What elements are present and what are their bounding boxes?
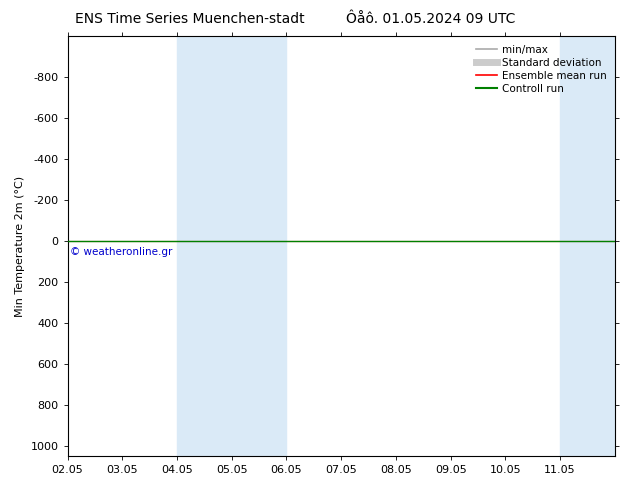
Text: Ôåô. 01.05.2024 09 UTC: Ôåô. 01.05.2024 09 UTC — [346, 12, 516, 26]
Text: ENS Time Series Muenchen-stadt: ENS Time Series Muenchen-stadt — [75, 12, 305, 26]
Text: © weatheronline.gr: © weatheronline.gr — [70, 247, 172, 257]
Legend: min/max, Standard deviation, Ensemble mean run, Controll run: min/max, Standard deviation, Ensemble me… — [472, 42, 610, 97]
Bar — [177, 36, 287, 456]
Bar — [560, 36, 634, 456]
Y-axis label: Min Temperature 2m (°C): Min Temperature 2m (°C) — [15, 175, 25, 317]
